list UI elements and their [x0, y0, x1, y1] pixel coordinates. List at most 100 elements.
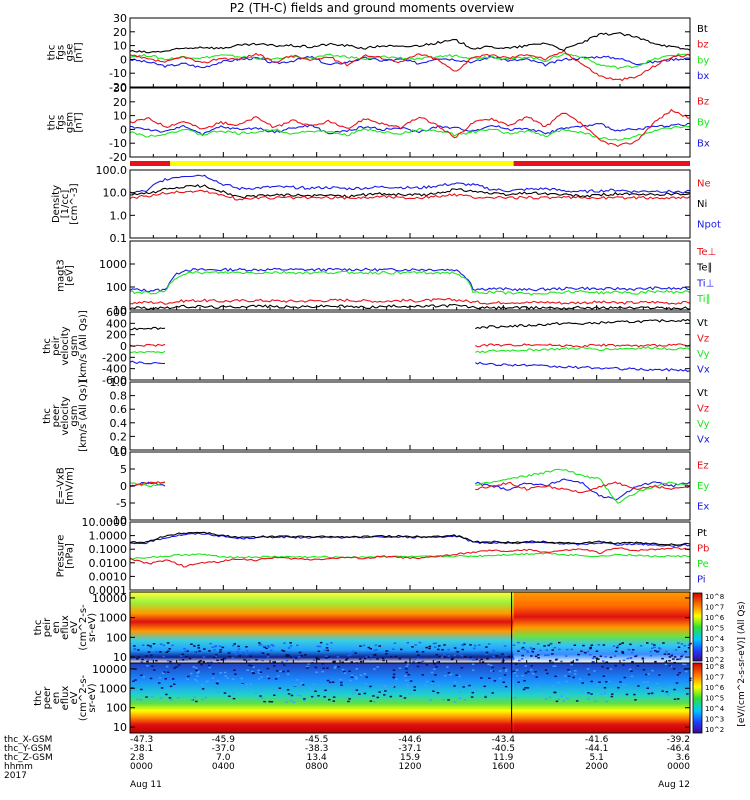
y-axis-label: thcpeervelocitygsm[km/s (All Qs)] — [42, 380, 89, 452]
y-tick-label: 0.0010 — [89, 570, 128, 583]
y-tick-label: 10 — [113, 721, 127, 734]
legend-entry: Bx — [697, 139, 710, 150]
panel-2: 100.0 10.0 1.0 0.1 Density[1/cc][cm^-3] Ne Ni N… — [51, 164, 721, 245]
y-tick-label: 30 — [113, 82, 127, 95]
panels-group: 3020100-10-20thcfgsgse[nT]Btbzbybx302010… — [33, 12, 721, 734]
legend-entry: Bz — [697, 97, 709, 108]
y-tick-label: 20 — [113, 96, 127, 109]
legend-entry: Bt — [697, 24, 708, 35]
y-tick-label: 10.0 — [103, 187, 128, 200]
series-line-0 — [129, 318, 691, 331]
y-tick-label: 1000 — [99, 258, 127, 271]
legend-entry: Vz — [697, 403, 709, 414]
panel-frame — [129, 17, 691, 88]
colorbar-tick-label: 10^8 — [705, 593, 724, 601]
colorbar-tick-label: 10^7 — [705, 674, 724, 682]
y-tick-label: 0.1 — [110, 232, 128, 245]
y-tick-label: -200 — [102, 351, 127, 364]
y-tick-label: -600 — [102, 374, 127, 387]
y-tick-label: 10 — [113, 651, 127, 664]
x-axis-value: 1200 — [399, 762, 422, 772]
x-axis-value: -46.4 — [667, 744, 691, 754]
colorbar-top — [692, 592, 703, 662]
legend-entry: Te∥ — [696, 263, 713, 274]
y-tick-label: 20 — [113, 26, 127, 39]
x-axis-value: -45.9 — [212, 735, 236, 745]
y-tick-label: -5 — [116, 497, 127, 510]
y-tick-label: -400 — [102, 363, 127, 376]
y-tick-label: 0.0 — [110, 444, 128, 457]
legend-entry: Npot — [697, 220, 721, 231]
legend-entry: Te⊥ — [696, 247, 716, 258]
panel-6: 10 5 0 -5 -10 E=-VxB[mV/m] Ez Ey Ex — [56, 446, 710, 527]
y-axis-label: thcpeerenefluxeV(cm^2-s-sr-eV) — [33, 674, 98, 721]
series-line-3 — [129, 32, 691, 54]
y-tick-label: 0.0001 — [89, 584, 128, 597]
x-axis-value: Aug 12 — [658, 780, 690, 790]
x-axis-value: 5.1 — [590, 753, 604, 763]
y-axis-label: magt3[eV] — [56, 259, 76, 292]
x-axis-value: 1600 — [492, 762, 515, 772]
legend-entry: Vx — [697, 364, 710, 375]
legend-entry: Pi — [697, 574, 706, 585]
series-line-1 — [129, 184, 691, 199]
legend-entry: Ey — [697, 481, 709, 492]
legend-entry: Vy — [697, 349, 710, 360]
series-line-2 — [129, 481, 691, 494]
x-axis-value: 13.4 — [307, 753, 327, 763]
series-line-2 — [129, 49, 691, 82]
y-tick-label: 10 — [113, 40, 127, 53]
colorbar: 10^8 10^8 10^7 10^7 10^6 10^6 10^5 10^5 10^4 10^4… — [692, 592, 747, 734]
y-tick-label: -10 — [109, 67, 127, 80]
y-axis-label: thcpeirvelocitygsm[km/s (All Qs)] — [42, 310, 89, 382]
panel-5: 1.00.80.60.40.20.0 thcpeervelocitygsm[km/… — [42, 376, 710, 457]
y-tick-label: 0.6 — [110, 403, 128, 416]
y-tick-label: 5 — [120, 463, 127, 476]
x-axis-value: 7.0 — [216, 753, 231, 763]
legend-entry: Vx — [697, 434, 710, 445]
x-axis-value: 0800 — [305, 762, 328, 772]
legend-entry: Pt — [697, 528, 707, 539]
y-tick-label: 0.2 — [110, 430, 128, 443]
x-axis-value: -45.5 — [305, 735, 328, 745]
colorbar-tick-label: 10^4 — [705, 635, 725, 643]
y-tick-label: 0 — [120, 340, 127, 353]
y-tick-label: 0.8 — [110, 390, 128, 403]
legend-entry: bz — [697, 40, 709, 51]
y-tick-label: 1.0 — [110, 376, 128, 389]
colorbar-tick-label: 10^8 — [705, 663, 724, 671]
x-axis-value: 2000 — [585, 762, 608, 772]
legend-entry: Ti⊥ — [696, 278, 714, 289]
series-line-0 — [129, 174, 691, 194]
y-tick-label: 0.4 — [110, 417, 128, 430]
x-axis-value: -47.3 — [130, 735, 153, 745]
legend-entry: Ex — [697, 502, 709, 513]
legend-entry: Vt — [697, 388, 708, 399]
y-tick-label: 0 — [120, 480, 127, 493]
series-line-2 — [129, 297, 691, 305]
x-axis-row-label: 2017 — [4, 771, 27, 781]
x-axis-value: -39.2 — [667, 735, 690, 745]
legend-entry: By — [697, 118, 710, 129]
x-axis-value: -37.0 — [212, 744, 236, 754]
y-tick-label: -10 — [109, 514, 127, 527]
x-axis-value: 0000 — [130, 762, 153, 772]
colorbar-tick-label: 10^3 — [705, 716, 724, 724]
x-axis-value: -44.6 — [398, 735, 422, 745]
y-axis-label: Density[1/cc][cm^-3] — [51, 183, 80, 224]
x-axis-value: 3.6 — [676, 753, 691, 763]
y-tick-label: 100 — [106, 702, 127, 715]
y-tick-label: 100 — [106, 631, 127, 644]
colorbar-tick-label: 10^6 — [705, 684, 725, 692]
y-tick-label: 10.0000 — [82, 516, 128, 529]
series-line-3 — [129, 360, 691, 373]
series-line-1 — [129, 125, 691, 141]
y-tick-label: 1.0000 — [89, 530, 128, 543]
x-axis-value: -38.1 — [130, 744, 153, 754]
y-tick-label: -10 — [109, 137, 127, 150]
colorbar-tick-label: 10^2 — [705, 726, 724, 734]
legend-entry: Pe — [697, 559, 709, 570]
